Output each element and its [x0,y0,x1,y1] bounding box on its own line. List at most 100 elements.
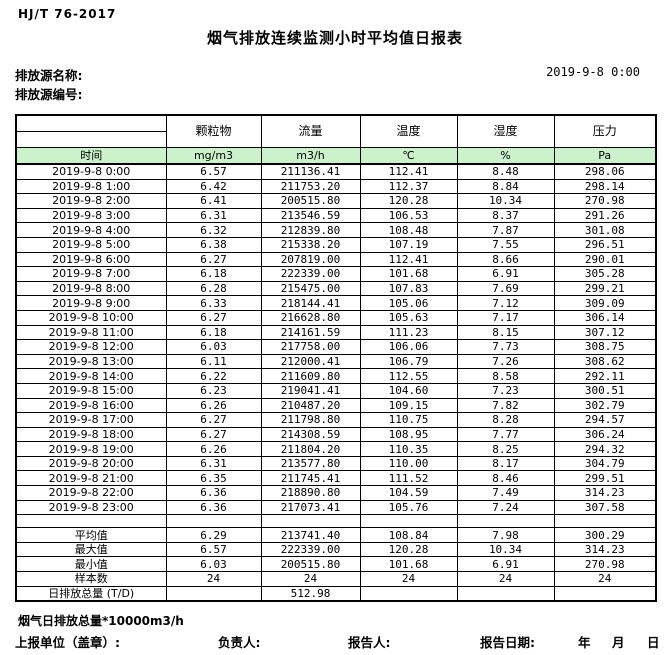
value-cell: 292.11 [553,368,657,384]
value-cell: 304.79 [553,455,657,472]
row-label-cell: 2019-9-8 7:00 [15,266,167,282]
col-header-pressure: 压力 [553,114,657,148]
col-header-flow: 流量 [260,114,361,148]
unit-temperature: ℃ [359,147,458,165]
value-cell: 8.37 [456,207,555,224]
value-cell: 6.18 [165,324,262,341]
row-label-cell: 2019-9-8 22:00 [15,485,167,501]
value-cell: 6.03 [165,556,262,573]
value-cell: 24 [260,571,361,587]
value-cell: 6.23 [165,382,262,399]
value-cell: 298.06 [553,163,657,180]
value-cell: 270.98 [553,556,657,573]
value-cell: 6.29 [165,527,262,543]
row-label-cell: 2019-9-8 11:00 [15,324,167,341]
row-label-cell: 2019-9-8 17:00 [15,412,167,428]
row-label-cell: 样本数 [15,571,167,587]
value-cell: 104.59 [359,485,458,501]
month-label: 月 [612,635,625,650]
row-label-cell: 2019-9-8 15:00 [15,382,167,399]
value-cell [553,585,657,602]
value-cell: 222339.00 [260,266,361,282]
value-cell: 7.87 [456,222,555,238]
row-label-cell: 平均值 [15,527,167,543]
value-cell: 10.34 [456,541,555,558]
value-cell: 294.32 [553,441,657,457]
value-cell: 101.68 [359,556,458,573]
value-cell: 10.34 [456,193,555,209]
value-cell: 308.62 [553,353,657,370]
table-row: 2019-9-8 20:00 6.31 213577.80 110.00 8.17 304… [15,455,657,472]
value-cell: 218144.41 [260,295,361,311]
row-label-cell: 2019-9-8 16:00 [15,397,167,414]
value-cell: 302.79 [553,397,657,414]
value-cell: 294.57 [553,412,657,428]
value-cell: 214308.59 [260,426,361,443]
table-row: 2019-9-8 4:00 6.32 212839.80 108.48 7.87 301.… [15,222,657,238]
value-cell: 6.38 [165,236,262,253]
value-cell: 24 [553,571,657,587]
value-cell: 111.52 [359,470,458,487]
row-label-cell: 2019-9-8 12:00 [15,339,167,355]
table-body: 2019-9-8 0:00 6.57 211136.41 112.41 8.48 298.… [15,163,657,602]
row-label-cell: 2019-9-8 9:00 [15,295,167,311]
value-cell: 296.51 [553,236,657,253]
row-label-cell: 2019-9-8 18:00 [15,426,167,443]
value-cell: 7.73 [456,339,555,355]
value-cell: 200515.80 [260,193,361,209]
value-cell: 8.25 [456,441,555,457]
value-cell: 211609.80 [260,368,361,384]
value-cell: 217758.00 [260,339,361,355]
value-cell: 110.35 [359,441,458,457]
value-cell: 8.58 [456,368,555,384]
value-cell: 112.55 [359,368,458,384]
value-cell: 299.21 [553,280,657,297]
value-cell: 214161.59 [260,324,361,341]
value-cell: 7.69 [456,280,555,297]
unit-flow: m3/h [260,147,361,165]
value-cell: 216628.80 [260,309,361,326]
reporter-label: 报告人: [348,635,391,650]
value-cell: 108.84 [359,527,458,543]
value-cell: 6.42 [165,178,262,195]
table-row: 2019-9-8 0:00 6.57 211136.41 112.41 8.48 298.… [15,163,657,180]
value-cell: 213741.40 [260,527,361,543]
value-cell: 105.63 [359,309,458,326]
value-cell [165,585,262,602]
value-cell: 309.09 [553,295,657,311]
day-label: 日 [647,635,660,650]
value-cell: 212000.41 [260,353,361,370]
value-cell: 314.23 [553,541,657,558]
summary-row: 平均值 6.29 213741.40 108.84 7.98 300.29 [15,527,657,543]
source-id-label: 排放源编号: [15,87,83,102]
value-cell: 6.22 [165,368,262,384]
value-cell: 200515.80 [260,556,361,573]
value-cell: 6.41 [165,193,262,209]
value-cell [260,514,361,529]
table-row: 2019-9-8 18:00 6.27 214308.59 108.95 7.77 306… [15,426,657,443]
source-name-label: 排放源名称: [15,68,83,83]
row-label-cell: 2019-9-8 8:00 [15,280,167,297]
value-cell: 8.66 [456,251,555,268]
summary-row: 日排放总量 (T/D) 512.98 [15,585,657,602]
value-cell: 6.31 [165,207,262,224]
value-cell: 110.00 [359,455,458,472]
header-empty-cell [15,114,167,148]
value-cell: 104.60 [359,382,458,399]
value-cell: 211745.41 [260,470,361,487]
value-cell: 112.37 [359,178,458,195]
summary-row: 最小值 6.03 200515.80 101.68 6.91 270.98 [15,556,657,573]
table-row: 2019-9-8 1:00 6.42 211753.20 112.37 8.84 298.… [15,178,657,195]
value-cell: 6.18 [165,266,262,282]
table-row: 2019-9-8 14:00 6.22 211609.80 112.55 8.58 292… [15,368,657,384]
value-cell: 24 [359,571,458,587]
value-cell: 108.95 [359,426,458,443]
value-cell: 212839.80 [260,222,361,238]
value-cell: 8.84 [456,178,555,195]
value-cell: 307.58 [553,499,657,516]
value-cell: 105.76 [359,499,458,516]
value-cell: 314.23 [553,485,657,501]
table-row: 2019-9-8 13:00 6.11 212000.41 106.79 7.26 308… [15,353,657,370]
responsible-person-label: 负责人: [218,635,261,650]
value-cell: 6.27 [165,426,262,443]
